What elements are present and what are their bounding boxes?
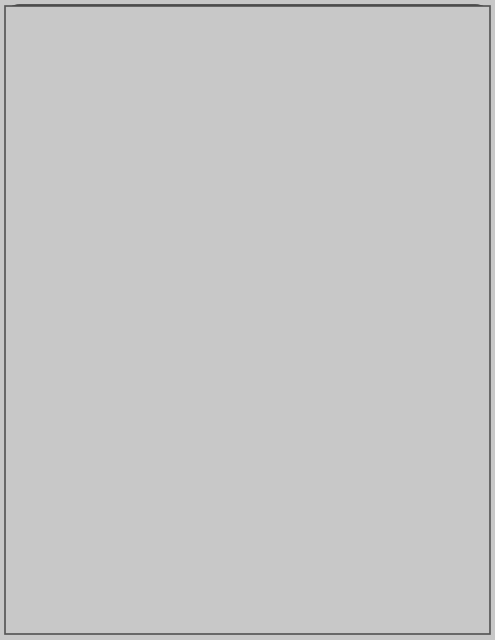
Text: $Q_{CH3} = Q_{CH4} = -(30)(0.8)(0.0019)(2.5 - 0.8)$: $Q_{CH3} = Q_{CH4} = -(30)(0.8)(0.0019)(… [129,141,359,155]
Text: $\bullet$: $\bullet$ [41,82,49,95]
Text: and power supply voltage.: and power supply voltage. [58,524,198,532]
Text: $L = 0.8\,\mu m$, $C_{ox} = 1.9 \times 10^{-3}\,pF/\mu m^2$, and power: $L = 0.8\,\mu m$, $C_{ox} = 1.9 \times 1… [58,92,305,107]
Text: ■: ■ [44,586,48,589]
Text: 48 of 60: 48 of 60 [375,572,410,580]
Text: © D. Johns, K. Martin, 1997: © D. Johns, K. Martin, 1997 [375,279,453,285]
Text: $Q_{C_3} = -C_3 v_{out}$: $Q_{C_3} = -C_3 v_{out}$ [193,386,268,401]
FancyBboxPatch shape [8,319,487,632]
Text: $\bullet$: $\bullet$ [41,52,49,65]
Text: $\bullet$: $\bullet$ [41,118,49,131]
Text: $\bullet$: $\bullet$ [41,366,49,379]
Text: We estimate half channel-charges of $Q_3, Q_4$ are: We estimate half channel-charges of $Q_3… [58,406,307,420]
Text: University of Toronto: University of Toronto [86,572,191,580]
Text: (59): (59) [427,144,449,153]
Text: dc offset affected by the capacitor sizes, switch sizes: dc offset affected by the capacitor size… [58,512,337,521]
Text: Charge transfer into $C_3$ given by: Charge transfer into $C_3$ given by [58,365,232,380]
Text: $\bullet$: $\bullet$ [41,408,49,420]
Text: $\bullet$: $\bullet$ [41,176,49,189]
Text: $\frac{1}{2}(Q_{CH3} + Q_{CH4}) = Q_{C_3}$: $\frac{1}{2}(Q_{CH3} + Q_{CH4}) = Q_{C_3… [148,436,273,458]
Text: University of Toronto: University of Toronto [86,258,191,267]
Text: supplies are $\pm 2.5V$.: supplies are $\pm 2.5V$. [58,104,162,117]
Text: $v_{out} = \dfrac{77.5 \times 10^{-3}\,pC}{1\,pF} = 78\,\mathrm{mV}$: $v_{out} = \dfrac{77.5 \times 10^{-3}\,p… [120,476,295,511]
Text: © D. Johns, K. Martin, 1997: © D. Johns, K. Martin, 1997 [375,593,453,598]
Text: when $C_1 = 0$ and $C_2 = C_A = 10C_3 = 10\,pF$.: when $C_1 = 0$ and $C_2 = C_A = 10C_3 = … [58,61,268,75]
Text: Charge Injection Example: Charge Injection Example [152,27,343,40]
Text: (61): (61) [427,442,449,451]
Text: dc feedback keeps virtual opamp input at zero volts.: dc feedback keeps virtual opamp input at… [58,178,335,187]
Text: ♣: ♣ [43,262,50,271]
Text: ■: ■ [44,272,48,276]
Text: injected to the virtual ground leading to: injected to the virtual ground leading t… [58,419,269,429]
Text: Assume switches $Q_3, Q_4$ have $V_{in} = 0.8V$, $W = 30\,\mu m$,: Assume switches $Q_3, Q_4$ have $V_{in} … [58,80,330,94]
Text: 47 of 60: 47 of 60 [375,258,410,266]
Text: $\bullet$: $\bullet$ [41,512,49,525]
Text: (62): (62) [427,488,449,497]
FancyBboxPatch shape [32,257,60,281]
Text: which leads to: which leads to [58,462,135,471]
FancyBboxPatch shape [8,5,487,318]
Text: Estimate dc offset due to channel-charge injection: Estimate dc offset due to channel-charge… [58,51,323,60]
Text: Charge Injection Example: Charge Injection Example [152,340,343,354]
Text: Channel-charge of $Q_3, Q_4$ (when on) is: Channel-charge of $Q_3, Q_4$ (when on) i… [58,117,260,131]
Text: ♣: ♣ [43,575,50,584]
Text: $= -77.5 \times 10^{-3}\,pC$: $= -77.5 \times 10^{-3}\,pC$ [172,154,275,170]
FancyBboxPatch shape [32,570,60,595]
Text: (60): (60) [427,389,449,398]
